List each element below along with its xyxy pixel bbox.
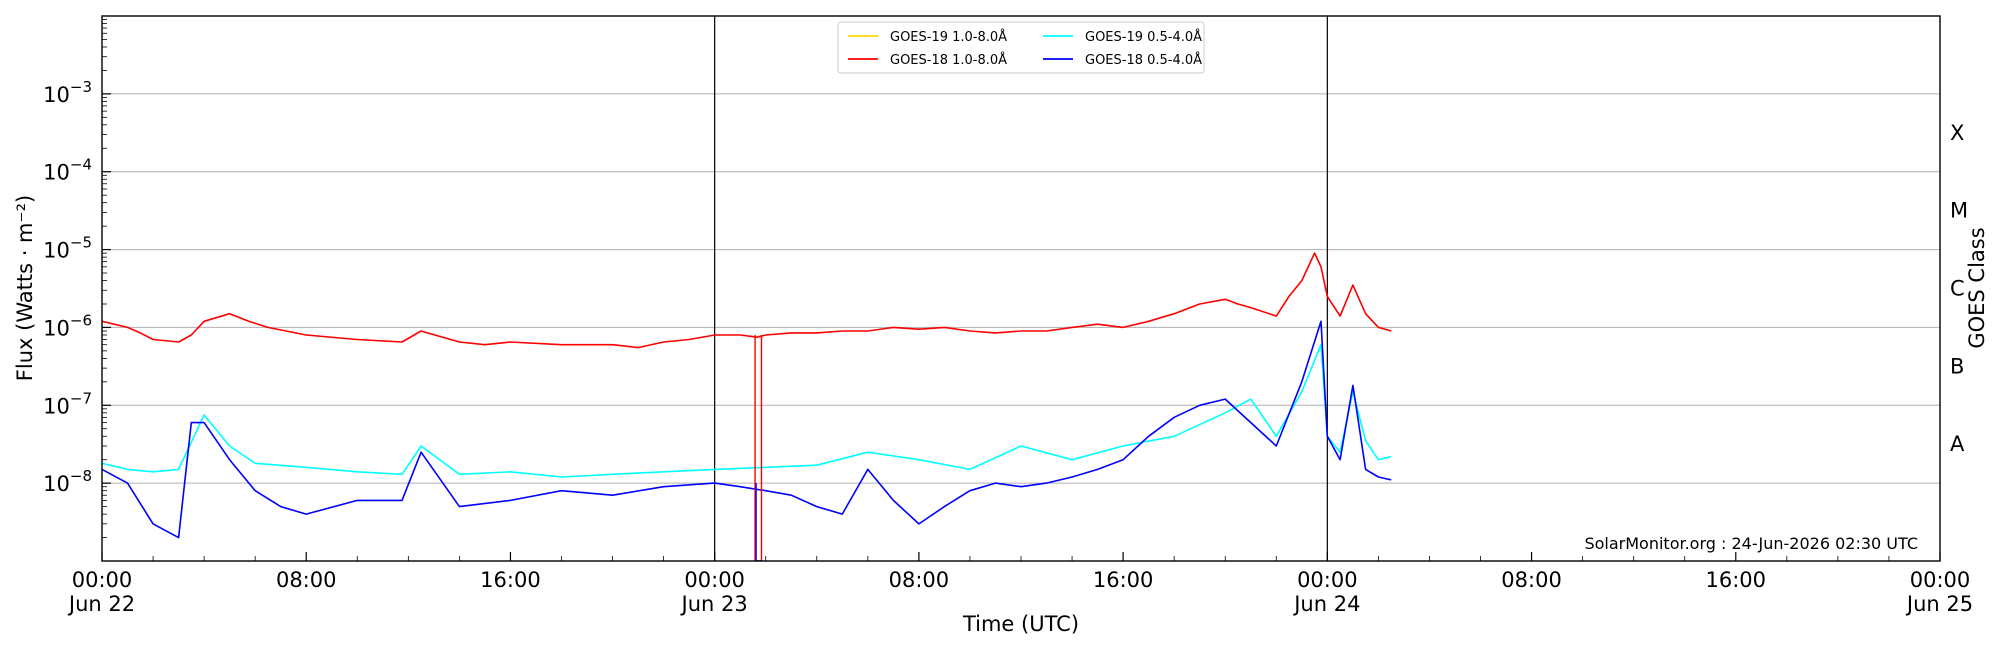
y-tick-exponent: −6 — [70, 311, 92, 329]
y-tick-base: 10 — [43, 239, 70, 263]
y-tick-label: 10−7 — [43, 389, 92, 418]
x-tick-label: 08:00 — [276, 568, 337, 592]
x-axis-label: Time (UTC) — [962, 612, 1079, 636]
y-tick-exponent: −3 — [70, 78, 92, 96]
goes-class-label: X — [1950, 121, 1964, 145]
goes-class-label: C — [1950, 277, 1965, 301]
plot-frame — [101, 15, 1941, 562]
y-tick-exponent: −7 — [70, 389, 92, 407]
x-tick-date-label: Jun 24 — [1292, 592, 1360, 616]
x-tick-label: 08:00 — [889, 568, 950, 592]
y-tick-exponent: −4 — [70, 156, 92, 174]
goes18-long-dropout — [754, 334, 763, 561]
legend-label: GOES-19 1.0-8.0Å — [890, 29, 1007, 45]
x-tick-date-label: Jun 25 — [1905, 592, 1973, 616]
series-layer — [102, 252, 1392, 561]
series-line-3 — [102, 320, 1392, 539]
y-axis-label: Flux (Watts · m⁻²) — [13, 195, 37, 381]
x-tick-label: 16:00 — [480, 568, 541, 592]
series-line-2 — [102, 343, 1392, 478]
x-tick-label: 16:00 — [1093, 568, 1154, 592]
x-tick-date-label: Jun 22 — [67, 592, 135, 616]
day-divider-lines — [714, 16, 1328, 561]
y-tick-base: 10 — [43, 83, 70, 107]
y-tick-label: 10−4 — [43, 156, 92, 185]
legend-label: GOES-19 0.5-4.0Å — [1085, 29, 1202, 45]
y-tick-label: 10−6 — [43, 311, 92, 340]
series-line-1 — [102, 252, 1392, 349]
legend-box — [837, 21, 1205, 74]
y-axis-label-text: Flux (Watts · m⁻²) — [13, 195, 37, 381]
legend-label: GOES-18 1.0-8.0Å — [890, 52, 1007, 68]
goes-class-label: B — [1950, 354, 1964, 378]
y-tick-label: 10−3 — [43, 78, 92, 107]
x-tick-label: 00:00 — [1910, 568, 1971, 592]
x-tick-label: 08:00 — [1501, 568, 1562, 592]
goes18-short-dropout — [755, 483, 763, 561]
legend: GOES-19 1.0-8.0Å GOES-18 1.0-8.0Å GOES-19 … — [837, 21, 1205, 74]
legend-label: GOES-18 0.5-4.0Å — [1085, 52, 1202, 68]
y-tick-label: 10−5 — [43, 234, 92, 263]
goes-class-axis-label: GOES Class — [1965, 227, 1989, 348]
x-tick-label: 00:00 — [684, 568, 745, 592]
goes-class-label: A — [1950, 432, 1965, 456]
goes-class-label: M — [1950, 199, 1968, 223]
y-tick-exponent: −5 — [70, 234, 92, 252]
x-tick-date-label: Jun 23 — [680, 592, 748, 616]
x-tick-label: 16:00 — [1706, 568, 1767, 592]
y-tick-label: 10−8 — [43, 467, 92, 496]
y-tick-base: 10 — [43, 394, 70, 418]
y-tick-exponent: −8 — [70, 467, 92, 485]
y-tick-base: 10 — [43, 316, 70, 340]
grid-layer — [102, 93, 1940, 484]
x-tick-label: 00:00 — [72, 568, 133, 592]
x-tick-label: 00:00 — [1297, 568, 1358, 592]
y-tick-base: 10 — [43, 161, 70, 185]
credit-text: SolarMonitor.org : 24-Jun-2026 02:30 UTC — [1584, 534, 1918, 553]
y-tick-base: 10 — [43, 472, 70, 496]
